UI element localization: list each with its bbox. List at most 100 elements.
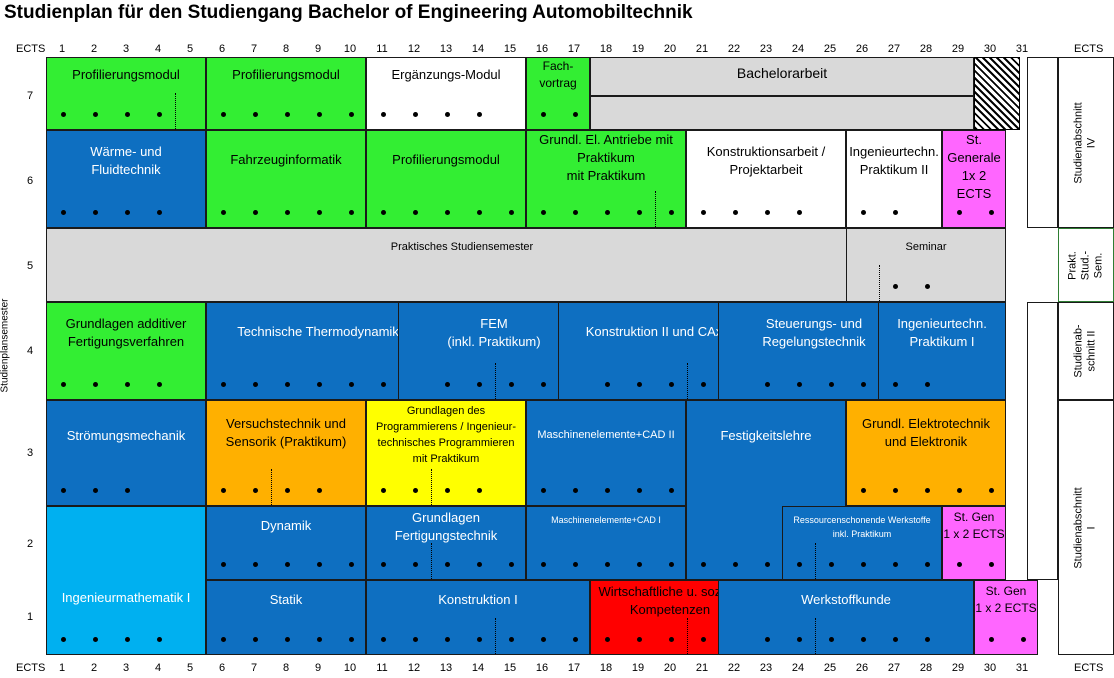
module-block[interactable]: Maschinenelemente+CAD II xyxy=(526,400,686,506)
column-number-bottom: 19 xyxy=(631,662,645,674)
module-label: Dynamik xyxy=(260,518,312,533)
ects-credit-dot xyxy=(221,488,226,493)
module-block[interactable]: Versuchstechnik und Sensorik (Praktikum) xyxy=(206,400,366,506)
module-block[interactable]: St. Gen 1 x 2 ECTS xyxy=(942,506,1006,580)
ects-credit-dot xyxy=(669,562,674,567)
ects-credit-dot xyxy=(317,488,322,493)
ects-credit-dot xyxy=(285,637,290,642)
module-block[interactable]: Konstruktionsarbeit / Projektarbeit xyxy=(686,130,846,228)
semester-label: 7 xyxy=(26,90,34,102)
module-block[interactable]: Technische Thermodynamik xyxy=(206,302,430,400)
column-number-top: 10 xyxy=(343,43,357,55)
ects-credit-dot xyxy=(541,488,546,493)
ects-credit-dot xyxy=(445,637,450,642)
column-number-top: 28 xyxy=(919,43,933,55)
ects-credit-dot xyxy=(925,488,930,493)
ects-credit-dot xyxy=(477,210,482,215)
module-block[interactable]: Ingenieurtechn. Praktikum I xyxy=(878,302,1006,400)
module-block[interactable]: St. Generale 1x 2 ECTS xyxy=(942,130,1006,228)
ects-credit-dot xyxy=(413,488,418,493)
ects-credit-dot xyxy=(797,562,802,567)
column-number-bottom: 18 xyxy=(599,662,613,674)
module-block[interactable]: Bachelorarbeit xyxy=(590,57,974,96)
ects-credit-dot xyxy=(541,382,546,387)
module-block[interactable]: Praktisches Studiensemester xyxy=(46,228,878,302)
module-block[interactable]: Ingenieurmathematik I xyxy=(46,506,206,655)
ects-credit-dot xyxy=(861,637,866,642)
module-block[interactable]: Profilierungsmodul xyxy=(46,57,206,130)
module-block[interactable]: Konstruktion I xyxy=(366,580,590,655)
module-block[interactable]: Maschinenelemente+CAD I xyxy=(526,506,686,580)
module-block[interactable]: Ingenieurtechn. Praktikum II xyxy=(846,130,942,228)
column-number-bottom: 30 xyxy=(983,662,997,674)
ects-credit-dot xyxy=(413,637,418,642)
column-number-top: 21 xyxy=(695,43,709,55)
module-label: Steuerungs- und Regelungstechnik xyxy=(762,316,866,349)
ects-credit-dot xyxy=(381,112,386,117)
ects-credit-dot xyxy=(253,637,258,642)
ects-credit-dot xyxy=(637,562,642,567)
module-block[interactable]: Seminar xyxy=(846,228,1006,302)
module-block[interactable]: Grundlagen Fertigungstechnik xyxy=(366,506,526,580)
ects-credit-dot xyxy=(925,284,930,289)
module-block[interactable]: Grundlagen additiver Fertigungsverfahren xyxy=(46,302,206,400)
ects-credit-dot xyxy=(221,562,226,567)
ects-credit-dot xyxy=(93,637,98,642)
ects-credit-dot xyxy=(861,210,866,215)
ects-credit-dot xyxy=(797,210,802,215)
module-block[interactable]: Profilierungsmodul xyxy=(206,57,366,130)
ects-credit-dot xyxy=(669,210,674,215)
column-number-top: 25 xyxy=(823,43,837,55)
ects-credit-dot xyxy=(445,382,450,387)
module-block[interactable]: Statik xyxy=(206,580,366,655)
module-label: Grundlagen Fertigungstechnik xyxy=(394,510,498,543)
ects-credit-dot xyxy=(285,382,290,387)
column-number-bottom: 16 xyxy=(535,662,549,674)
ects-credit-dot xyxy=(893,210,898,215)
column-number-top: 31 xyxy=(1015,43,1029,55)
module-label: Konstruktion I xyxy=(438,592,518,607)
ects-credit-dot xyxy=(93,210,98,215)
module-label: Profilierungsmodul xyxy=(72,67,180,82)
module-block[interactable]: Grundl. Elektrotechnik und Elektronik xyxy=(846,400,1006,506)
column-number-top: 15 xyxy=(503,43,517,55)
dotted-separator xyxy=(655,191,656,227)
column-number-top: 11 xyxy=(376,43,388,55)
ects-credit-dot xyxy=(989,562,994,567)
column-number-bottom: 4 xyxy=(154,662,162,674)
module-label: Bachelorarbeit xyxy=(736,65,828,81)
module-block[interactable]: Fach- vortrag xyxy=(526,57,590,130)
dotted-separator xyxy=(815,618,816,654)
module-block[interactable]: Grundl. El. Antriebe mit Praktikum mit P… xyxy=(526,130,686,228)
module-block[interactable]: Fahrzeuginformatik xyxy=(206,130,366,228)
ects-credit-dot xyxy=(509,637,514,642)
module-block[interactable]: Dynamik xyxy=(206,506,366,580)
ects-credit-dot xyxy=(541,562,546,567)
module-block[interactable]: Strömungsmechanik xyxy=(46,400,206,506)
module-block[interactable]: Werkstoffkunde xyxy=(718,580,974,655)
module-label: Ergänzungs-Modul xyxy=(391,67,501,82)
module-label: Strömungsmechanik xyxy=(66,428,186,443)
column-number-bottom: 23 xyxy=(759,662,773,674)
module-block[interactable]: St. Gen 1 x 2 ECTS xyxy=(974,580,1038,655)
ects-credit-dot xyxy=(253,382,258,387)
ects-credit-dot xyxy=(61,210,66,215)
dotted-separator xyxy=(495,363,496,399)
module-block[interactable]: Ressourcenschonende Werkstoffe inkl. Pra… xyxy=(782,506,942,580)
ects-credit-dot xyxy=(285,210,290,215)
column-number-bottom: 11 xyxy=(376,662,388,674)
module-block[interactable]: Profilierungsmodul xyxy=(366,130,526,228)
ects-credit-dot xyxy=(573,112,578,117)
module-block[interactable]: Ergänzungs-Modul xyxy=(366,57,526,130)
column-number-bottom: 12 xyxy=(407,662,421,674)
ects-credit-dot xyxy=(349,112,354,117)
column-number-top: 17 xyxy=(567,43,581,55)
module-label: Versuchstechnik und Sensorik (Praktikum) xyxy=(225,416,347,449)
column-number-bottom: 26 xyxy=(855,662,869,674)
column-number-top: 26 xyxy=(855,43,869,55)
ects-credit-dot xyxy=(253,562,258,567)
module-block[interactable]: Wärme- und Fluidtechnik xyxy=(46,130,206,228)
column-number-top: 2 xyxy=(90,43,98,55)
ects-credit-dot xyxy=(573,488,578,493)
module-block[interactable]: Grundlagen des Programmierens / Ingenieu… xyxy=(366,400,526,506)
